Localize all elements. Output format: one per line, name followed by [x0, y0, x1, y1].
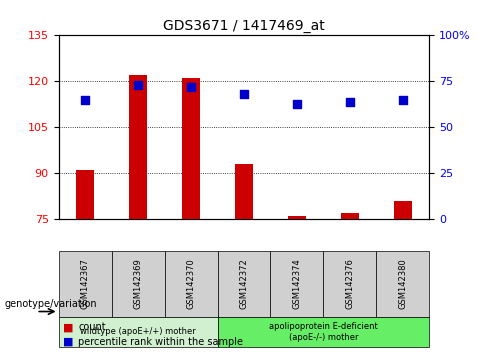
Bar	[235, 164, 253, 219]
Text: ■: ■	[63, 322, 74, 332]
FancyBboxPatch shape	[218, 317, 429, 347]
Title: GDS3671 / 1417469_at: GDS3671 / 1417469_at	[163, 19, 325, 33]
Point	[293, 101, 301, 106]
FancyBboxPatch shape	[112, 251, 164, 317]
Bar	[288, 216, 306, 219]
FancyBboxPatch shape	[324, 251, 376, 317]
FancyBboxPatch shape	[59, 251, 112, 317]
Text: apolipoprotein E-deficient
(apoE-/-) mother: apolipoprotein E-deficient (apoE-/-) mot…	[269, 322, 378, 342]
Text: GSM142369: GSM142369	[134, 258, 142, 309]
Text: GSM142376: GSM142376	[346, 258, 354, 309]
Bar	[76, 170, 94, 219]
Bar	[341, 213, 359, 219]
Bar	[182, 78, 200, 219]
FancyBboxPatch shape	[164, 251, 218, 317]
Point	[399, 97, 407, 103]
Text: wildtype (apoE+/+) mother: wildtype (apoE+/+) mother	[80, 327, 196, 336]
Text: ■: ■	[63, 337, 74, 347]
FancyBboxPatch shape	[376, 251, 429, 317]
Text: percentile rank within the sample: percentile rank within the sample	[78, 337, 243, 347]
Text: GSM142367: GSM142367	[81, 258, 90, 309]
Point	[240, 91, 248, 97]
FancyBboxPatch shape	[270, 251, 324, 317]
Bar	[394, 201, 412, 219]
Point	[187, 84, 195, 90]
FancyBboxPatch shape	[59, 317, 218, 347]
Text: GSM142370: GSM142370	[186, 258, 196, 309]
Point	[81, 97, 89, 103]
Text: GSM142374: GSM142374	[292, 258, 302, 309]
Text: GSM142380: GSM142380	[398, 258, 407, 309]
Point	[346, 99, 354, 104]
Text: count: count	[78, 322, 106, 332]
Bar	[129, 75, 147, 219]
Point	[134, 82, 142, 88]
Text: genotype/variation: genotype/variation	[5, 299, 98, 309]
Text: GSM142372: GSM142372	[240, 258, 248, 309]
FancyBboxPatch shape	[218, 251, 270, 317]
